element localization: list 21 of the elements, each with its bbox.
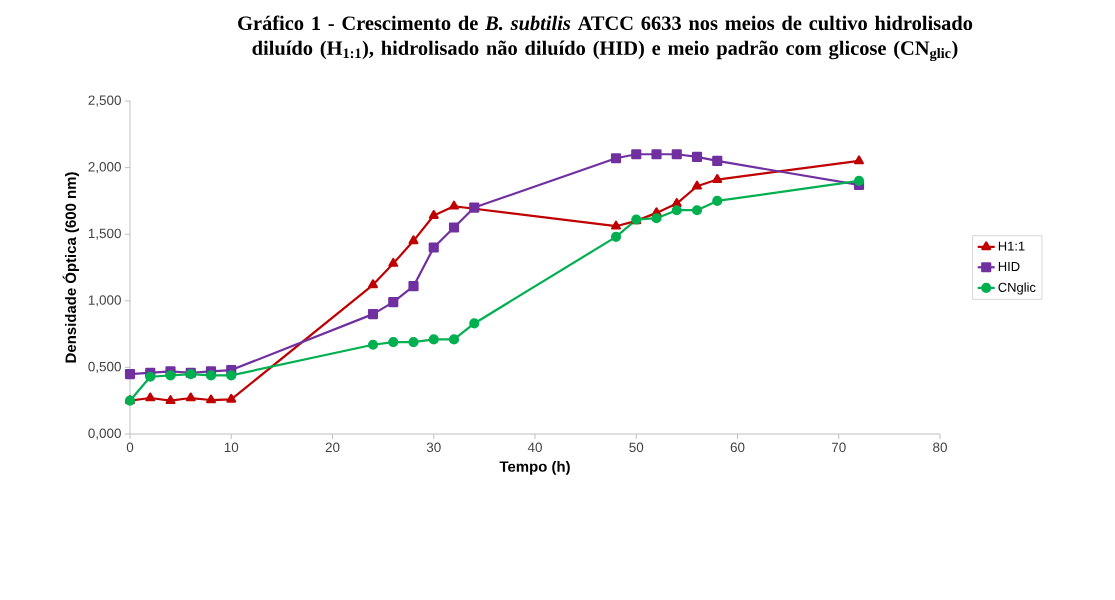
y-tick-label: 1,000 xyxy=(88,295,121,307)
y-tick-label: 0,000 xyxy=(88,428,121,440)
x-tick-label: 10 xyxy=(224,442,239,453)
chart-title: Gráfico 1 - Crescimento de B. subtilis ATCC 6633 nos meios de cultivo hidrolisado diluído (H$_{1:1}$), hidrolisado não diluído (HID) e meio padrão com glicose (CN$_{glic}$) xyxy=(238,15,973,62)
legend-label: H1:1 xyxy=(998,241,1025,251)
legend-label: CNglic xyxy=(998,282,1036,295)
x-axis-title: Tempo (h) xyxy=(499,460,570,475)
y-tick-label: 2,500 xyxy=(88,95,121,107)
x-tick-label: 70 xyxy=(831,442,846,453)
x-tick-label: 30 xyxy=(426,442,441,453)
y-tick-label: 0,500 xyxy=(88,361,121,373)
x-tick-label: 0 xyxy=(126,442,134,453)
x-tick-label: 40 xyxy=(527,442,542,453)
y-tick-label: 1,500 xyxy=(88,228,121,240)
x-tick-label: 80 xyxy=(933,442,947,453)
x-tick-label: 60 xyxy=(730,442,745,453)
x-tick-label: 50 xyxy=(629,442,644,453)
y-tick-label: 2,000 xyxy=(88,162,121,174)
legend-label: HID xyxy=(998,262,1020,271)
x-tick-label: 20 xyxy=(325,442,340,453)
y-axis-title: Densidade Óptica (600 nm) xyxy=(62,172,79,363)
